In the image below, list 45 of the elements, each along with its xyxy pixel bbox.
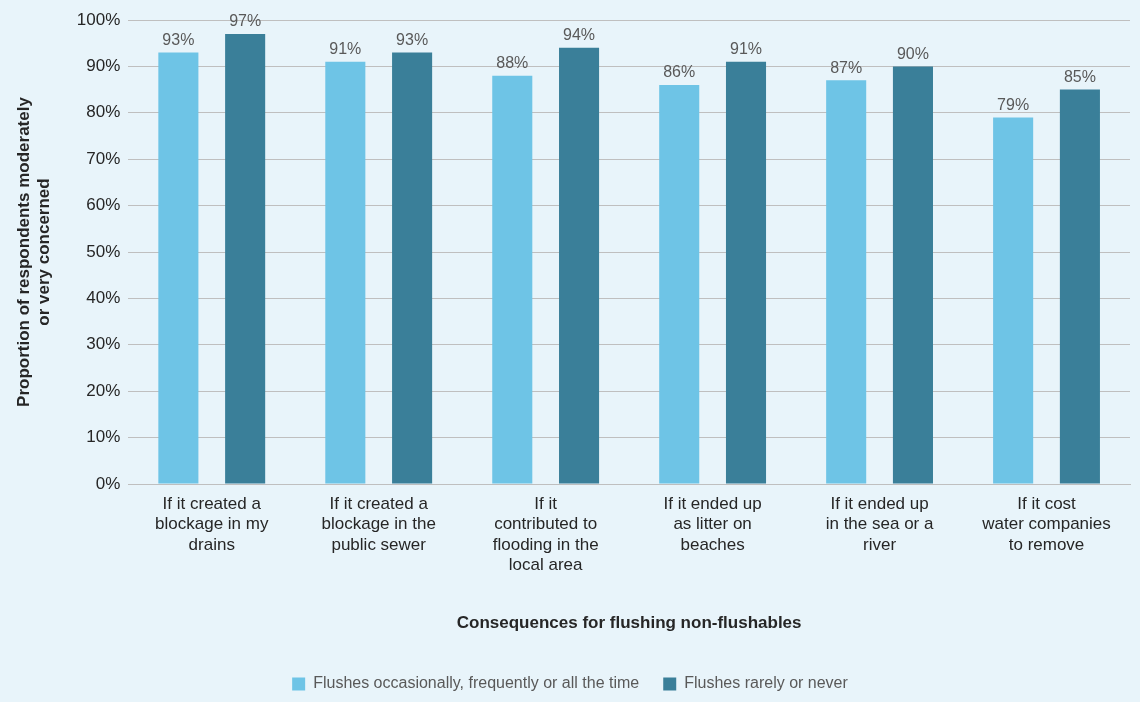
legend-label: Flushes occasionally, frequently or all the time	[313, 674, 640, 692]
data-label: 87%	[830, 58, 863, 76]
y-tick-label: 50%	[86, 241, 121, 261]
data-label: 91%	[329, 40, 362, 58]
data-label: 91%	[729, 40, 763, 58]
y-tick-label: 70%	[86, 148, 121, 168]
x-tick-label: If it cost water companies to remove	[981, 493, 1111, 554]
bar	[158, 52, 199, 484]
bar	[559, 47, 600, 484]
bar	[225, 33, 266, 484]
x-tick-label: If it created a blockage in the public sewer	[321, 493, 436, 554]
y-tick-label: 40%	[86, 288, 121, 308]
y-tick-label: 80%	[86, 102, 121, 122]
bar	[993, 117, 1034, 484]
y-axis-title: Proportion of respondents moderately or very concerned	[13, 96, 54, 407]
y-tick-label: 10%	[86, 427, 121, 447]
data-label: 88%	[496, 54, 529, 72]
bar	[725, 61, 767, 484]
y-tick-label: 30%	[86, 334, 121, 354]
y-tick-label: 60%	[86, 195, 121, 215]
bar	[826, 80, 867, 484]
data-label: 93%	[396, 30, 429, 48]
x-tick-label: If it ended up in the sea or a river	[825, 493, 934, 554]
y-tick-label: 90%	[86, 56, 121, 76]
data-label: 85%	[1063, 68, 1096, 86]
data-label: 90%	[896, 44, 929, 62]
bar	[492, 75, 533, 484]
data-label: 94%	[563, 26, 596, 44]
x-axis-title: Consequences for flushing non-flushables	[456, 613, 802, 633]
data-label: 79%	[997, 95, 1030, 113]
y-tick-label: 100%	[76, 9, 121, 29]
data-label: 86%	[663, 63, 696, 81]
x-tick-label: If it contributed to flooding in the local area	[492, 493, 599, 575]
data-label: 93%	[162, 30, 195, 48]
data-label: 97%	[229, 12, 262, 30]
x-tick-label: If it created a blockage in my drains	[155, 493, 269, 554]
legend-label: Flushes rarely or never	[684, 674, 849, 692]
bar	[659, 84, 700, 484]
y-tick-label: 0%	[95, 473, 121, 493]
y-tick-label: 20%	[86, 380, 121, 400]
bar	[392, 52, 433, 484]
bar	[325, 61, 366, 484]
x-tick-label: If it ended up as litter on beaches	[663, 493, 762, 554]
bar	[892, 66, 933, 484]
bar	[1059, 89, 1100, 484]
